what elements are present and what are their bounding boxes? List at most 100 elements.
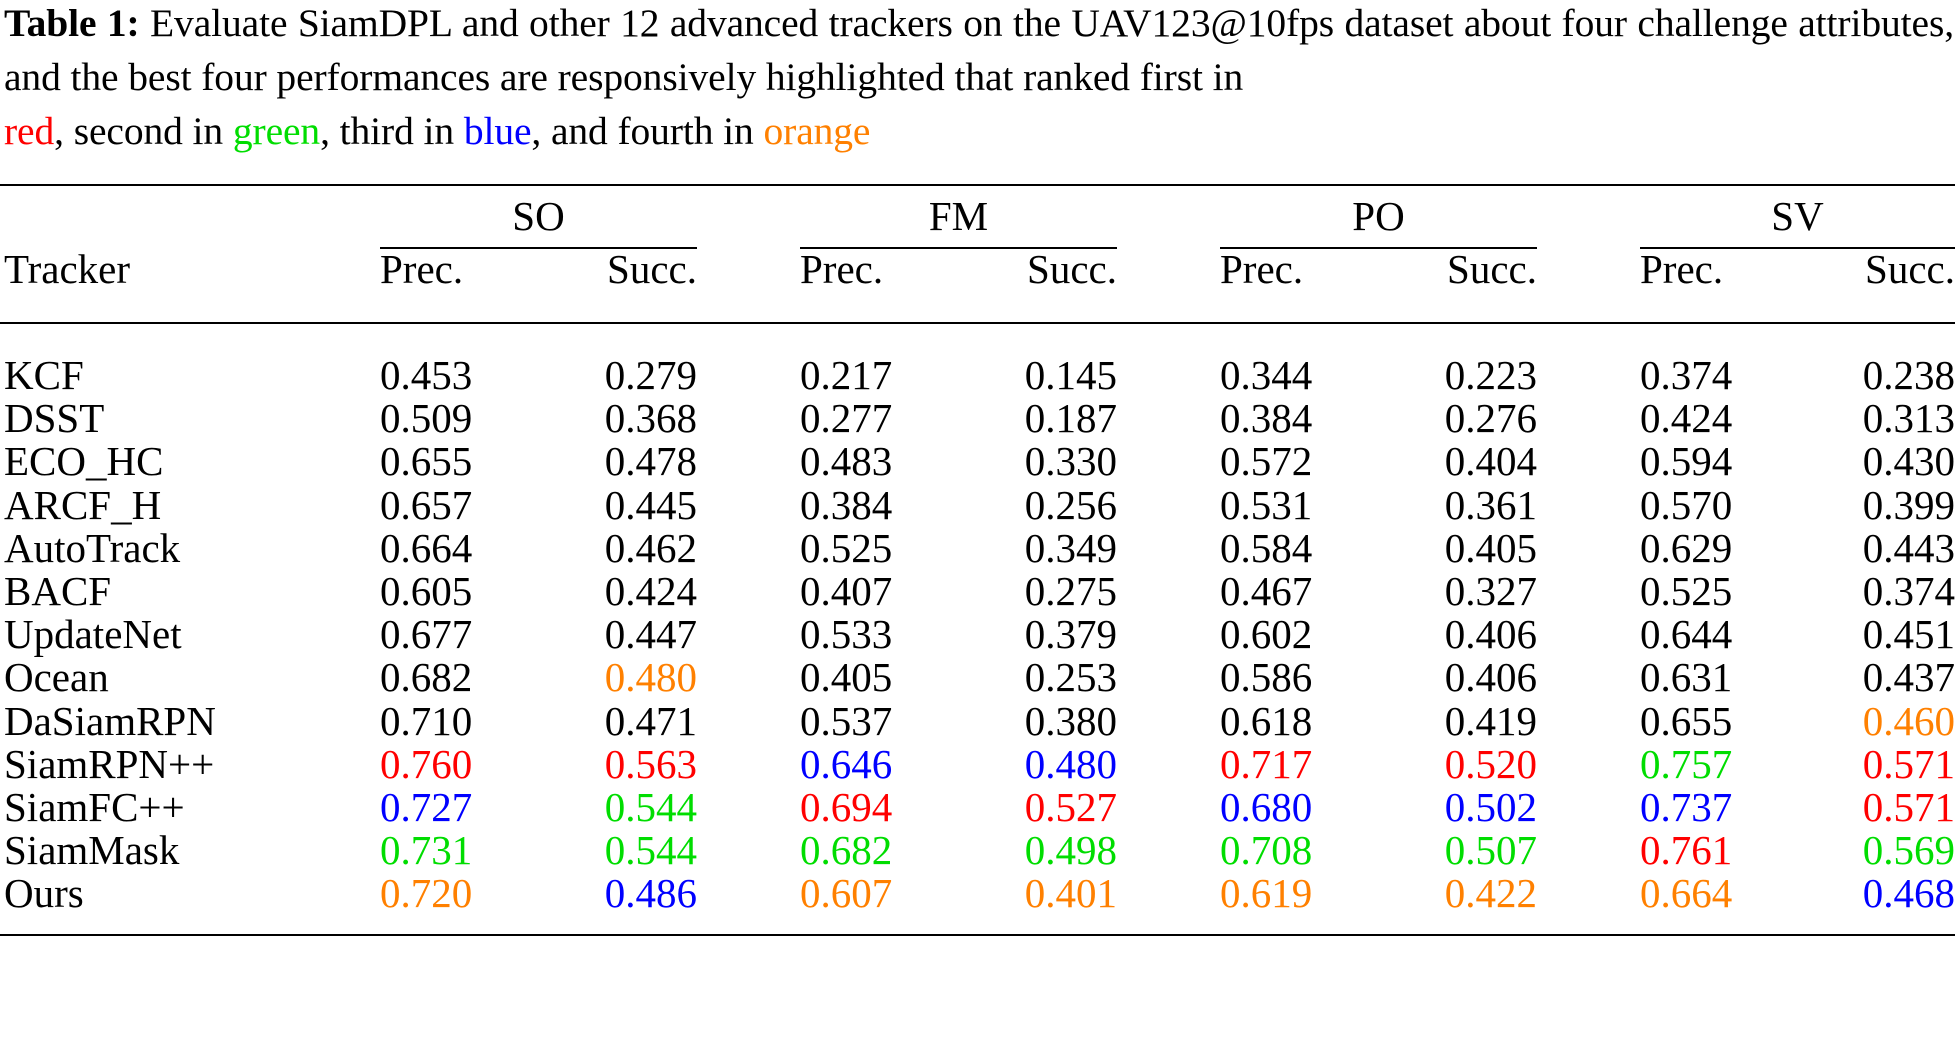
group-rule-fm <box>800 247 1117 249</box>
table-cell: 0.253 <box>1024 654 1117 701</box>
table-cell: 0.664 <box>1640 870 1733 917</box>
table-cell: 0.430 <box>1862 438 1955 485</box>
table-cell: 0.379 <box>1024 611 1117 658</box>
table-cell: 0.344 <box>1220 352 1313 398</box>
table-cell: 0.563 <box>604 740 697 787</box>
table-cell: 0.424 <box>604 568 697 614</box>
table-cell: 0.760 <box>380 740 473 787</box>
table-cell: 0.405 <box>1444 524 1537 571</box>
table-cell: 0.677 <box>380 611 473 658</box>
table-cell: 0.313 <box>1862 395 1955 442</box>
row-tracker-name: ARCF_H <box>4 481 162 528</box>
table-cell: 0.483 <box>800 438 893 485</box>
caption-label: Table 1: <box>4 1 140 45</box>
table-cell: 0.527 <box>1024 784 1117 830</box>
table-cell: 0.419 <box>1444 697 1537 744</box>
row-tracker-name: Ours <box>4 870 84 917</box>
table-cell: 0.275 <box>1024 568 1117 614</box>
row-tracker-name: ECO_HC <box>4 438 164 485</box>
table-cell: 0.682 <box>380 654 473 701</box>
prec-subheader-sv: Prec. <box>1640 246 1724 292</box>
table-cell: 0.238 <box>1862 352 1955 398</box>
table-cell: 0.572 <box>1220 438 1313 485</box>
caption-orange-word: orange <box>763 109 871 153</box>
caption-red-word: red <box>4 109 55 153</box>
table-cell: 0.445 <box>604 481 697 528</box>
table-cell: 0.680 <box>1220 784 1313 830</box>
group-rule-po <box>1220 247 1537 249</box>
table-cell: 0.327 <box>1444 568 1537 614</box>
table-cell: 0.520 <box>1444 740 1537 787</box>
table-cell: 0.480 <box>1024 740 1117 787</box>
table-cell: 0.657 <box>380 481 473 528</box>
table-cell: 0.694 <box>800 784 893 830</box>
table-cell: 0.460 <box>1862 697 1955 744</box>
table-cell: 0.531 <box>1220 481 1313 528</box>
table-cell: 0.737 <box>1640 784 1733 830</box>
table-cell: 0.544 <box>604 827 697 874</box>
group-header-so: SO <box>512 193 565 239</box>
table-cell: 0.276 <box>1444 395 1537 442</box>
table-cell: 0.447 <box>604 611 697 658</box>
bottom-rule <box>0 933 1955 936</box>
table-cell: 0.757 <box>1640 740 1733 787</box>
prec-subheader-fm: Prec. <box>800 246 884 292</box>
table-cell: 0.256 <box>1024 481 1117 528</box>
top-rule <box>0 184 1955 186</box>
row-tracker-name: BACF <box>4 568 112 614</box>
table-cell: 0.384 <box>1220 395 1313 442</box>
table-cell: 0.407 <box>800 568 893 614</box>
table-cell: 0.708 <box>1220 827 1313 874</box>
table-cell: 0.279 <box>604 352 697 398</box>
table-cell: 0.717 <box>1220 740 1313 787</box>
table-cell: 0.406 <box>1444 654 1537 701</box>
succ-subheader-fm: Succ. <box>1027 246 1117 292</box>
group-header-fm: FM <box>928 193 989 239</box>
table-cell: 0.607 <box>800 870 893 917</box>
succ-subheader-sv: Succ. <box>1865 246 1955 292</box>
table-cell: 0.399 <box>1862 481 1955 528</box>
table-cell: 0.605 <box>380 568 473 614</box>
table-cell: 0.374 <box>1862 568 1955 614</box>
table-cell: 0.404 <box>1444 438 1537 485</box>
tracker-header: Tracker <box>4 246 131 292</box>
table-cell: 0.498 <box>1024 827 1117 874</box>
table-cell: 0.361 <box>1444 481 1537 528</box>
row-tracker-name: AutoTrack <box>4 524 181 571</box>
table-cell: 0.646 <box>800 740 893 787</box>
table-caption: Table 1: Evaluate SiamDPL and other 12 a… <box>4 0 1954 158</box>
table-cell: 0.631 <box>1640 654 1733 701</box>
row-tracker-name: Ocean <box>4 654 109 701</box>
succ-subheader-so: Succ. <box>607 246 697 292</box>
table-cell: 0.217 <box>800 352 893 398</box>
table-cell: 0.468 <box>1862 870 1955 917</box>
table-cell: 0.443 <box>1862 524 1955 571</box>
caption-line2: challenge attributes, and the best four … <box>4 1 1955 99</box>
prec-subheader-so: Prec. <box>380 246 464 292</box>
group-rule-so <box>380 247 697 249</box>
table-cell: 0.629 <box>1640 524 1733 571</box>
table-cell: 0.478 <box>604 438 697 485</box>
table-cell: 0.584 <box>1220 524 1313 571</box>
group-header-sv: SV <box>1771 193 1824 239</box>
caption-sep3: , and fourth in <box>531 109 764 153</box>
table-cell: 0.424 <box>1640 395 1733 442</box>
table-cell: 0.533 <box>800 611 893 658</box>
table-cell: 0.223 <box>1444 352 1537 398</box>
table-cell: 0.277 <box>800 395 893 442</box>
prec-subheader-po: Prec. <box>1220 246 1304 292</box>
table-cell: 0.761 <box>1640 827 1733 874</box>
row-tracker-name: KCF <box>4 352 84 398</box>
table-cell: 0.619 <box>1220 870 1313 917</box>
table-cell: 0.655 <box>1640 697 1733 744</box>
table-cell: 0.467 <box>1220 568 1313 614</box>
table-cell: 0.655 <box>380 438 473 485</box>
table-cell: 0.525 <box>800 524 893 571</box>
table-cell: 0.330 <box>1024 438 1117 485</box>
caption-sep2: , third in <box>320 109 464 153</box>
table-cell: 0.618 <box>1220 697 1313 744</box>
table-cell: 0.594 <box>1640 438 1733 485</box>
table-cell: 0.507 <box>1444 827 1537 874</box>
row-tracker-name: DSST <box>4 395 105 442</box>
table-cell: 0.644 <box>1640 611 1733 658</box>
